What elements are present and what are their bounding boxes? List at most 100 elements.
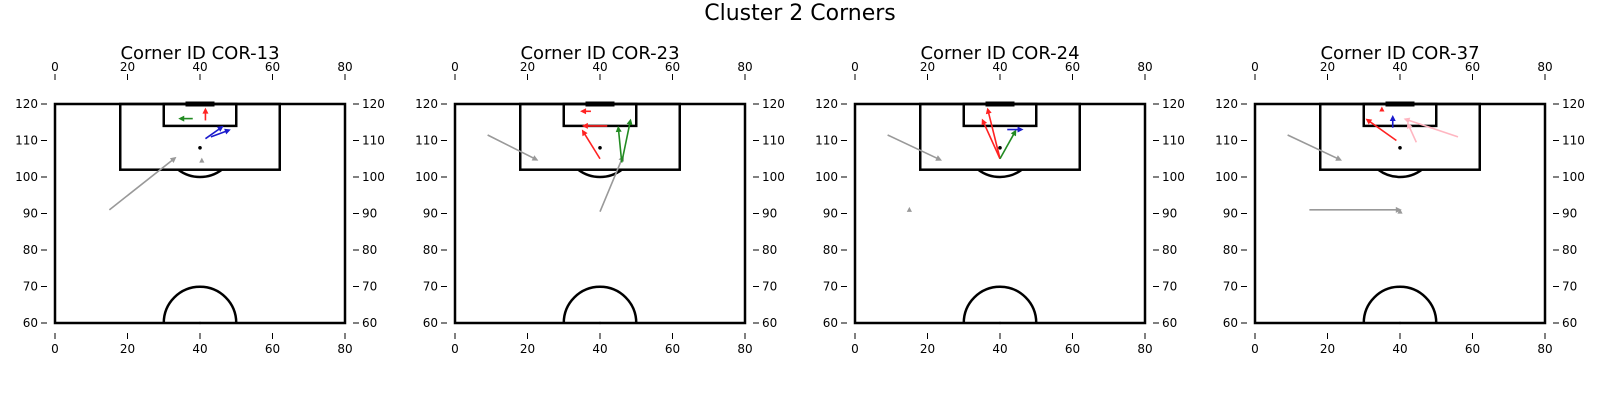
trajectory-arrow [178, 115, 193, 122]
y-tick-label-right: 60 [362, 316, 377, 330]
trajectory-arrow [999, 129, 1017, 160]
arrow-head [626, 118, 633, 126]
x-tick-label-bottom: 0 [851, 342, 859, 356]
trajectory-arrow [981, 118, 1001, 160]
trajectory-arrow [599, 155, 625, 212]
x-tick-label-top: 40 [992, 60, 1007, 74]
trajectory-arrow [487, 134, 539, 161]
x-tick-label-top: 60 [265, 60, 280, 74]
pitch [853, 101, 1147, 325]
y-tick-label-left: 70 [1223, 280, 1238, 294]
y-tick-label-left: 120 [415, 97, 438, 111]
y-tick-label-left: 100 [815, 170, 838, 184]
pitch-boundary [53, 102, 347, 325]
y-tick-label-right: 60 [762, 316, 777, 330]
y-tick-label-right: 70 [762, 280, 777, 294]
y-tick-label-right: 90 [1562, 207, 1577, 221]
x-tick-label-bottom: 40 [992, 342, 1007, 356]
x-tick-label-top: 0 [451, 60, 459, 74]
arrow-shaft [204, 127, 222, 140]
player-marker [906, 206, 912, 212]
y-tick-label-right: 90 [1162, 207, 1177, 221]
y-tick-label-left: 110 [1215, 134, 1238, 148]
panel-title: Corner ID COR-24 [920, 43, 1079, 64]
center-spot [998, 321, 1002, 325]
penalty-arc [577, 168, 623, 179]
y-tick-label-right: 70 [1562, 280, 1577, 294]
x-tick-label-bottom: 20 [920, 342, 935, 356]
y-tick-label-left: 90 [423, 207, 438, 221]
x-tick-label-top: 40 [592, 60, 607, 74]
x-tick-label-top: 60 [1065, 60, 1080, 74]
ball-marker [1398, 146, 1402, 150]
arrow-head [224, 128, 231, 135]
y-tick-label-right: 120 [762, 97, 785, 111]
x-tick-label-bottom: 20 [120, 342, 135, 356]
y-tick-label-right: 60 [1562, 316, 1577, 330]
x-tick-label-top: 20 [520, 60, 535, 74]
arrow-head [1017, 126, 1024, 133]
x-tick-label-bottom: 0 [51, 342, 59, 356]
x-tick-label-top: 40 [192, 60, 207, 74]
x-tick-label-bottom: 20 [520, 342, 535, 356]
arrow-shaft [583, 132, 601, 160]
penalty-box [919, 102, 1081, 171]
x-tick-label-bottom: 40 [192, 342, 207, 356]
y-tick-label-left: 60 [23, 316, 38, 330]
y-tick-label-left: 70 [823, 280, 838, 294]
arrow-shaft [599, 158, 623, 212]
arrow-head [1365, 118, 1373, 125]
trajectory-arrow [887, 134, 942, 161]
x-tick-label-bottom: 80 [337, 342, 352, 356]
trajectory-arrow [1309, 206, 1402, 213]
arrow-head [1010, 129, 1017, 137]
player-marker [1397, 208, 1403, 214]
arrow-head [1406, 122, 1413, 129]
trajectory-arrow [985, 107, 1001, 159]
y-tick-label-left: 80 [23, 243, 38, 257]
penalty-box [119, 102, 281, 171]
trajectory-arrow [1406, 122, 1418, 143]
pitch [53, 101, 347, 325]
arrow-head [581, 129, 588, 137]
penalty-arc [177, 168, 223, 179]
y-tick-label-left: 120 [815, 97, 838, 111]
arrow-shaft [987, 110, 1001, 159]
x-tick-label-top: 80 [337, 60, 352, 74]
arrow-head [985, 107, 992, 115]
y-tick-label-right: 100 [1562, 170, 1585, 184]
arrow-head [202, 107, 209, 114]
x-tick-label-top: 80 [1137, 60, 1152, 74]
arrow-shaft [982, 121, 1001, 160]
arrow-shaft [887, 134, 940, 160]
player-marker [199, 157, 205, 163]
arrow-shaft [1368, 120, 1397, 142]
x-tick-label-bottom: 20 [1320, 342, 1335, 356]
center-circle [562, 285, 638, 324]
y-tick-label-right: 120 [362, 97, 385, 111]
y-tick-label-right: 80 [362, 243, 377, 257]
trajectory-arrow [620, 118, 633, 163]
y-tick-label-right: 120 [1562, 97, 1585, 111]
x-tick-label-bottom: 60 [1065, 342, 1080, 356]
y-tick-label-right: 80 [1562, 243, 1577, 257]
panel-2: Corner ID COR-23 0 0 20 20 40 40 60 60 80 80 60 60 70… [415, 43, 785, 356]
pitch-boundary [853, 102, 1147, 325]
y-tick-label-right: 120 [1162, 97, 1185, 111]
trajectory-arrow [210, 128, 231, 138]
y-tick-label-left: 120 [1215, 97, 1238, 111]
pitch-boundary [453, 102, 747, 325]
player-marker [1379, 106, 1385, 112]
y-tick-label-right: 110 [1562, 134, 1585, 148]
arrow-head [580, 108, 587, 115]
arrow-head [531, 155, 539, 161]
x-tick-label-bottom: 60 [1465, 342, 1480, 356]
y-tick-label-left: 110 [415, 134, 438, 148]
panel-4: Corner ID COR-37 0 0 20 20 40 40 60 60 80 80 60 60 70… [1215, 43, 1585, 356]
y-tick-label-left: 90 [823, 207, 838, 221]
penalty-arc [977, 168, 1023, 179]
center-circle [1362, 285, 1438, 324]
y-tick-label-right: 110 [362, 134, 385, 148]
y-tick-label-left: 60 [1223, 316, 1238, 330]
